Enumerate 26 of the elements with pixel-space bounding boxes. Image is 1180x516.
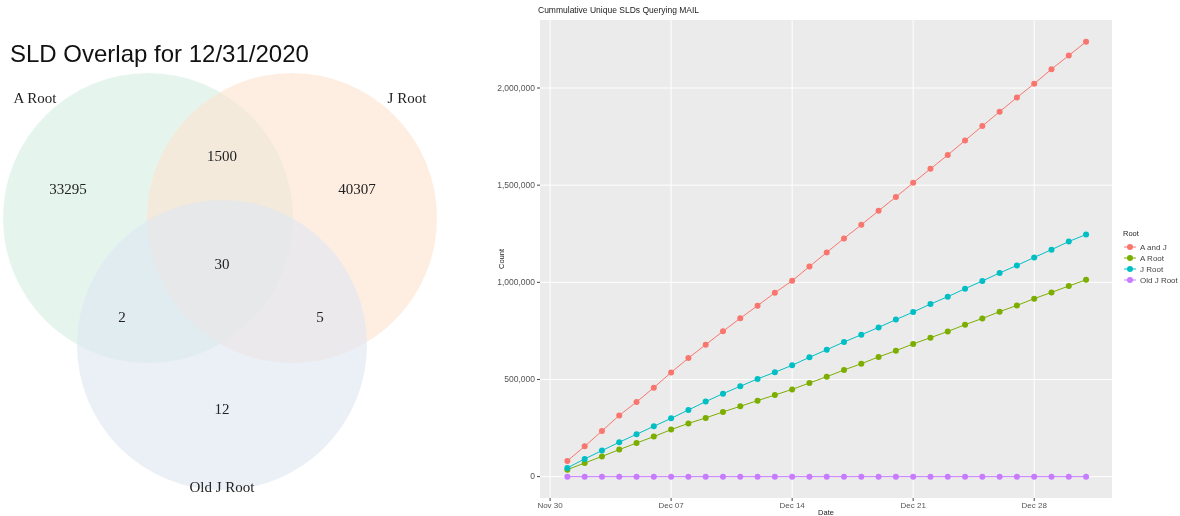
text: J Root bbox=[387, 90, 428, 106]
x-tick-label: Dec 07 bbox=[658, 501, 685, 510]
text: 33295 bbox=[49, 181, 87, 197]
y-tick-label: 1,000,000 bbox=[497, 277, 536, 288]
text: 40307 bbox=[338, 181, 377, 197]
legend-label: Old J Root bbox=[1140, 275, 1179, 285]
legend-label: A Root bbox=[1140, 253, 1165, 263]
chart-title: Cummulative Unique SLDs Querying MAIL bbox=[538, 5, 700, 15]
x-tick-label: Dec 28 bbox=[1021, 501, 1048, 510]
text: 30 bbox=[214, 256, 230, 272]
x-tick-label: Dec 14 bbox=[779, 501, 806, 510]
text: A Root bbox=[13, 90, 58, 106]
y-tick-label: 0 bbox=[530, 471, 536, 482]
y-tick-label: 1,500,000 bbox=[497, 179, 536, 190]
text: 2 bbox=[118, 309, 126, 325]
legend-label: J Root bbox=[1140, 264, 1164, 274]
text: SLD Overlap for 12/31/2020 bbox=[10, 40, 309, 67]
y-tick-label: 500,000 bbox=[504, 374, 536, 385]
text: 1500 bbox=[207, 148, 237, 164]
y-tick-label: 2,000,000 bbox=[497, 82, 536, 93]
text: Old J Root bbox=[189, 479, 256, 495]
legend-label: A and J bbox=[1140, 242, 1167, 252]
x-tick-label: Dec 21 bbox=[900, 501, 927, 510]
text: 5 bbox=[316, 309, 324, 325]
x-tick-label: Nov 30 bbox=[537, 501, 564, 510]
text: 12 bbox=[214, 401, 230, 417]
